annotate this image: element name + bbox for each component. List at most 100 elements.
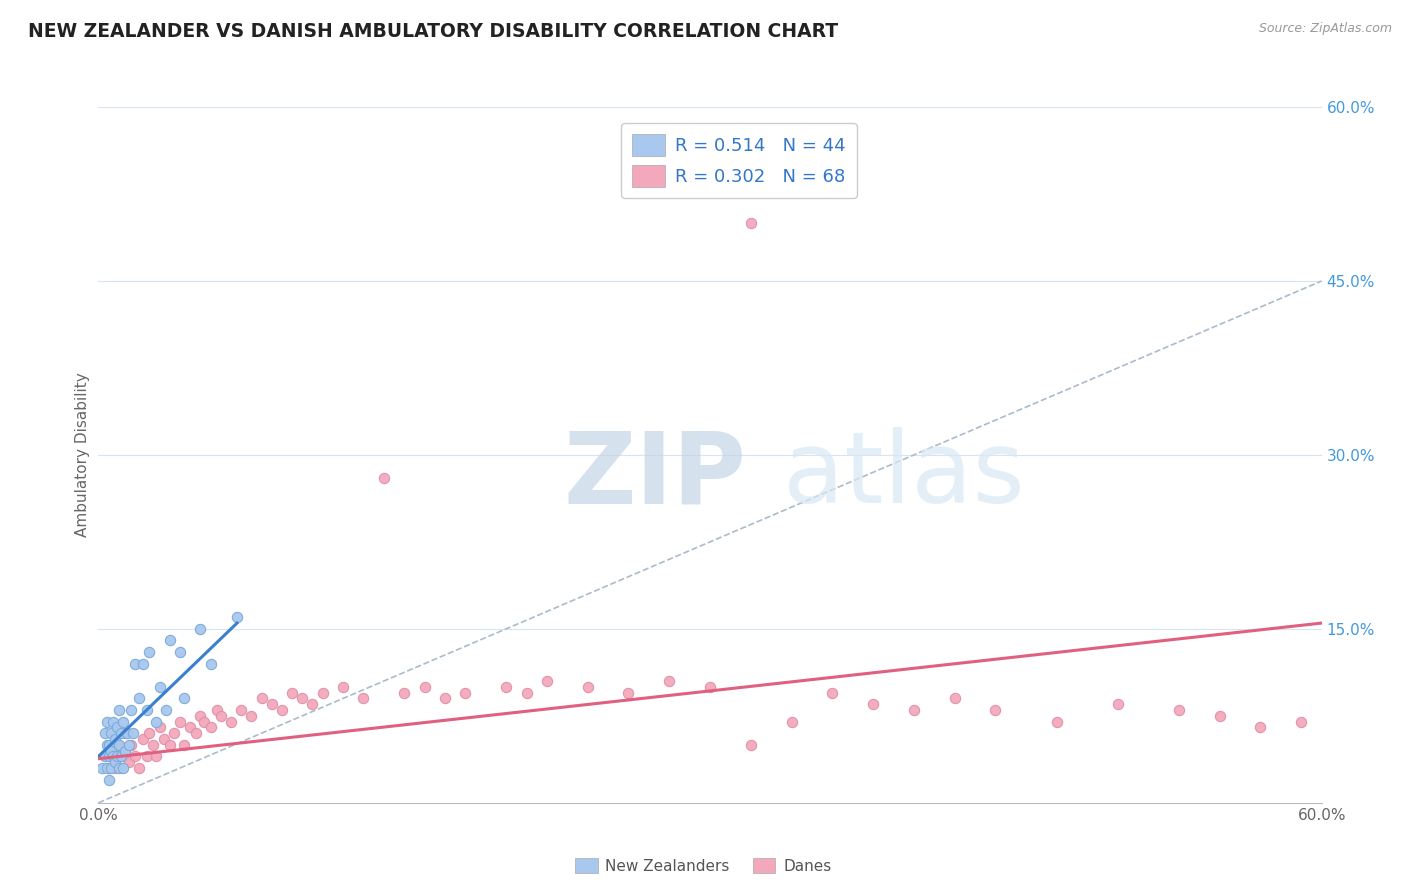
Legend: New Zealanders, Danes: New Zealanders, Danes xyxy=(568,852,838,880)
Point xyxy=(576,680,599,694)
Point xyxy=(110,749,132,764)
Point xyxy=(352,691,374,706)
Point xyxy=(658,674,681,689)
Point xyxy=(173,738,195,752)
Point xyxy=(96,738,118,752)
Point xyxy=(200,657,222,671)
Point xyxy=(186,726,208,740)
Point xyxy=(943,691,966,706)
Point xyxy=(124,749,146,764)
Point xyxy=(101,714,124,729)
Point xyxy=(108,738,131,752)
Point xyxy=(231,703,253,717)
Point xyxy=(188,708,212,723)
Point xyxy=(209,708,232,723)
Point xyxy=(862,698,884,712)
Point xyxy=(205,703,228,717)
Point xyxy=(149,680,172,694)
Point xyxy=(100,726,122,740)
Point xyxy=(301,698,323,712)
Point xyxy=(188,622,212,636)
Point xyxy=(105,749,128,764)
Point xyxy=(454,685,477,699)
Point xyxy=(291,691,314,706)
Point xyxy=(392,685,416,699)
Point xyxy=(1291,714,1313,729)
Point xyxy=(169,714,191,729)
Point xyxy=(97,772,120,787)
Point xyxy=(124,657,146,671)
Point xyxy=(138,645,160,659)
Point xyxy=(159,633,181,648)
Point xyxy=(250,691,273,706)
Point xyxy=(281,685,304,699)
Point xyxy=(1167,703,1189,717)
Point xyxy=(159,738,181,752)
Point xyxy=(93,749,115,764)
Point xyxy=(104,761,127,775)
Point xyxy=(108,738,131,752)
Point xyxy=(699,680,721,694)
Point xyxy=(120,703,142,717)
Text: atlas: atlas xyxy=(783,427,1025,524)
Point xyxy=(260,698,283,712)
Point xyxy=(91,761,114,775)
Point xyxy=(104,755,127,769)
Point xyxy=(105,721,128,735)
Point xyxy=(97,761,120,775)
Point xyxy=(145,714,167,729)
Point xyxy=(96,714,118,729)
Point xyxy=(312,685,335,699)
Point xyxy=(740,738,762,752)
Point xyxy=(100,761,122,775)
Point xyxy=(118,755,141,769)
Point xyxy=(100,738,122,752)
Point xyxy=(132,657,155,671)
Point xyxy=(122,726,145,740)
Point xyxy=(219,714,242,729)
Point xyxy=(434,691,457,706)
Point xyxy=(136,749,159,764)
Point xyxy=(93,726,115,740)
Point xyxy=(93,749,115,764)
Point xyxy=(108,703,131,717)
Point xyxy=(132,731,155,746)
Point xyxy=(128,761,150,775)
Point xyxy=(115,726,138,740)
Point xyxy=(984,703,1007,717)
Point xyxy=(240,708,263,723)
Point xyxy=(226,610,249,624)
Point xyxy=(136,703,159,717)
Point xyxy=(142,738,165,752)
Point xyxy=(108,761,131,775)
Point xyxy=(97,749,120,764)
Point xyxy=(193,714,215,729)
Point xyxy=(1249,721,1271,735)
Point xyxy=(1045,714,1069,729)
Point xyxy=(740,216,762,230)
Point xyxy=(516,685,538,699)
Point xyxy=(179,721,201,735)
Point xyxy=(111,714,134,729)
Legend: R = 0.514   N = 44, R = 0.302   N = 68: R = 0.514 N = 44, R = 0.302 N = 68 xyxy=(621,123,856,198)
Point xyxy=(169,645,191,659)
Point xyxy=(1107,698,1129,712)
Point xyxy=(97,738,120,752)
Point xyxy=(332,680,354,694)
Text: ZIP: ZIP xyxy=(564,427,747,524)
Point xyxy=(270,703,294,717)
Point xyxy=(780,714,803,729)
Text: NEW ZEALANDER VS DANISH AMBULATORY DISABILITY CORRELATION CHART: NEW ZEALANDER VS DANISH AMBULATORY DISAB… xyxy=(28,22,838,41)
Point xyxy=(114,726,136,740)
Point xyxy=(413,680,436,694)
Point xyxy=(104,731,127,746)
Y-axis label: Ambulatory Disability: Ambulatory Disability xyxy=(75,373,90,537)
Point xyxy=(101,749,124,764)
Point xyxy=(149,721,172,735)
Text: Source: ZipAtlas.com: Source: ZipAtlas.com xyxy=(1258,22,1392,36)
Point xyxy=(145,749,167,764)
Point xyxy=(120,738,142,752)
Point xyxy=(163,726,186,740)
Point xyxy=(155,703,177,717)
Point xyxy=(110,726,132,740)
